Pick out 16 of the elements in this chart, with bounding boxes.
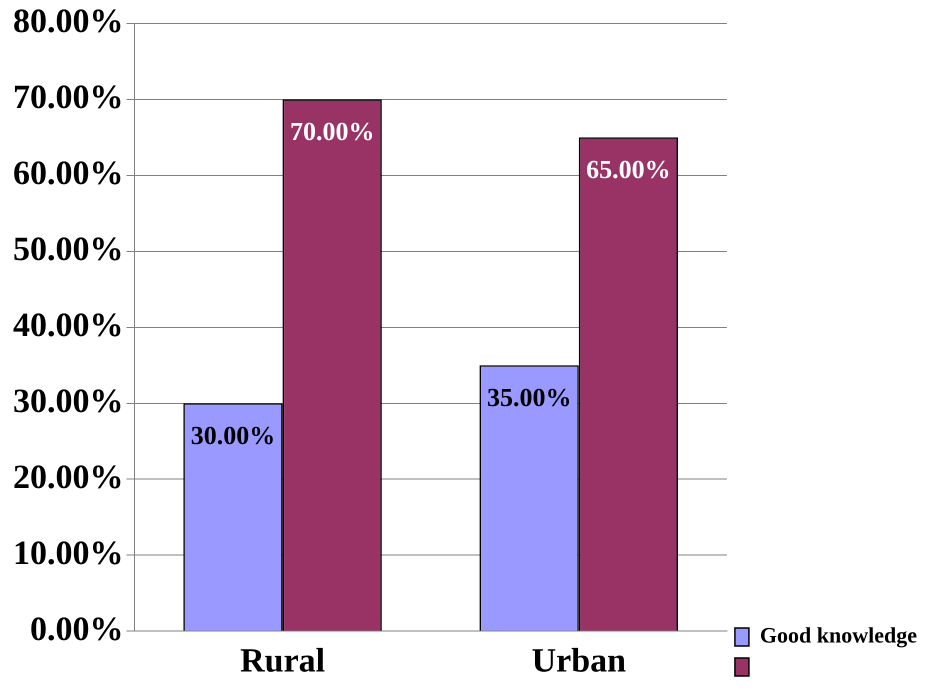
x-tick-label: Urban [532,642,626,680]
data-label: 30.00% [190,420,276,450]
data-label: 65.00% [586,155,671,184]
y-tick-label: 10.00% [13,535,124,572]
data-label: 35.00% [486,383,572,412]
x-tick-label: Rural [240,642,326,680]
y-tick-label: 80.00% [13,3,124,40]
y-tick-label: 70.00% [13,79,124,116]
y-tick-label: 30.00% [13,383,124,420]
data-label: 70.00% [290,117,374,146]
y-tick-label: 0.00% [30,610,124,648]
y-tick-label: 60.00% [13,155,124,192]
y-tick-label: 50.00% [13,231,124,268]
legend-label: Good knowledge [760,622,918,648]
y-tick-label: 20.00% [13,459,124,496]
y-tick-label: 40.00% [13,307,124,344]
